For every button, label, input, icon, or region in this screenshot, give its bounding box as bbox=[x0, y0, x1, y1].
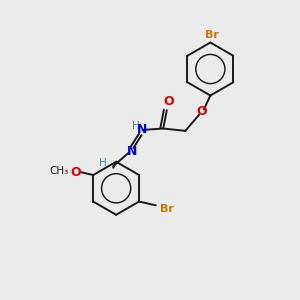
Text: H: H bbox=[99, 158, 107, 168]
Text: N: N bbox=[127, 145, 137, 158]
Text: Br: Br bbox=[205, 30, 219, 40]
Text: O: O bbox=[196, 105, 207, 118]
Text: Br: Br bbox=[160, 204, 174, 214]
Text: CH₃: CH₃ bbox=[49, 167, 68, 176]
Text: O: O bbox=[163, 95, 174, 108]
Text: N: N bbox=[137, 124, 147, 136]
Text: H: H bbox=[132, 121, 140, 131]
Text: O: O bbox=[70, 166, 81, 178]
